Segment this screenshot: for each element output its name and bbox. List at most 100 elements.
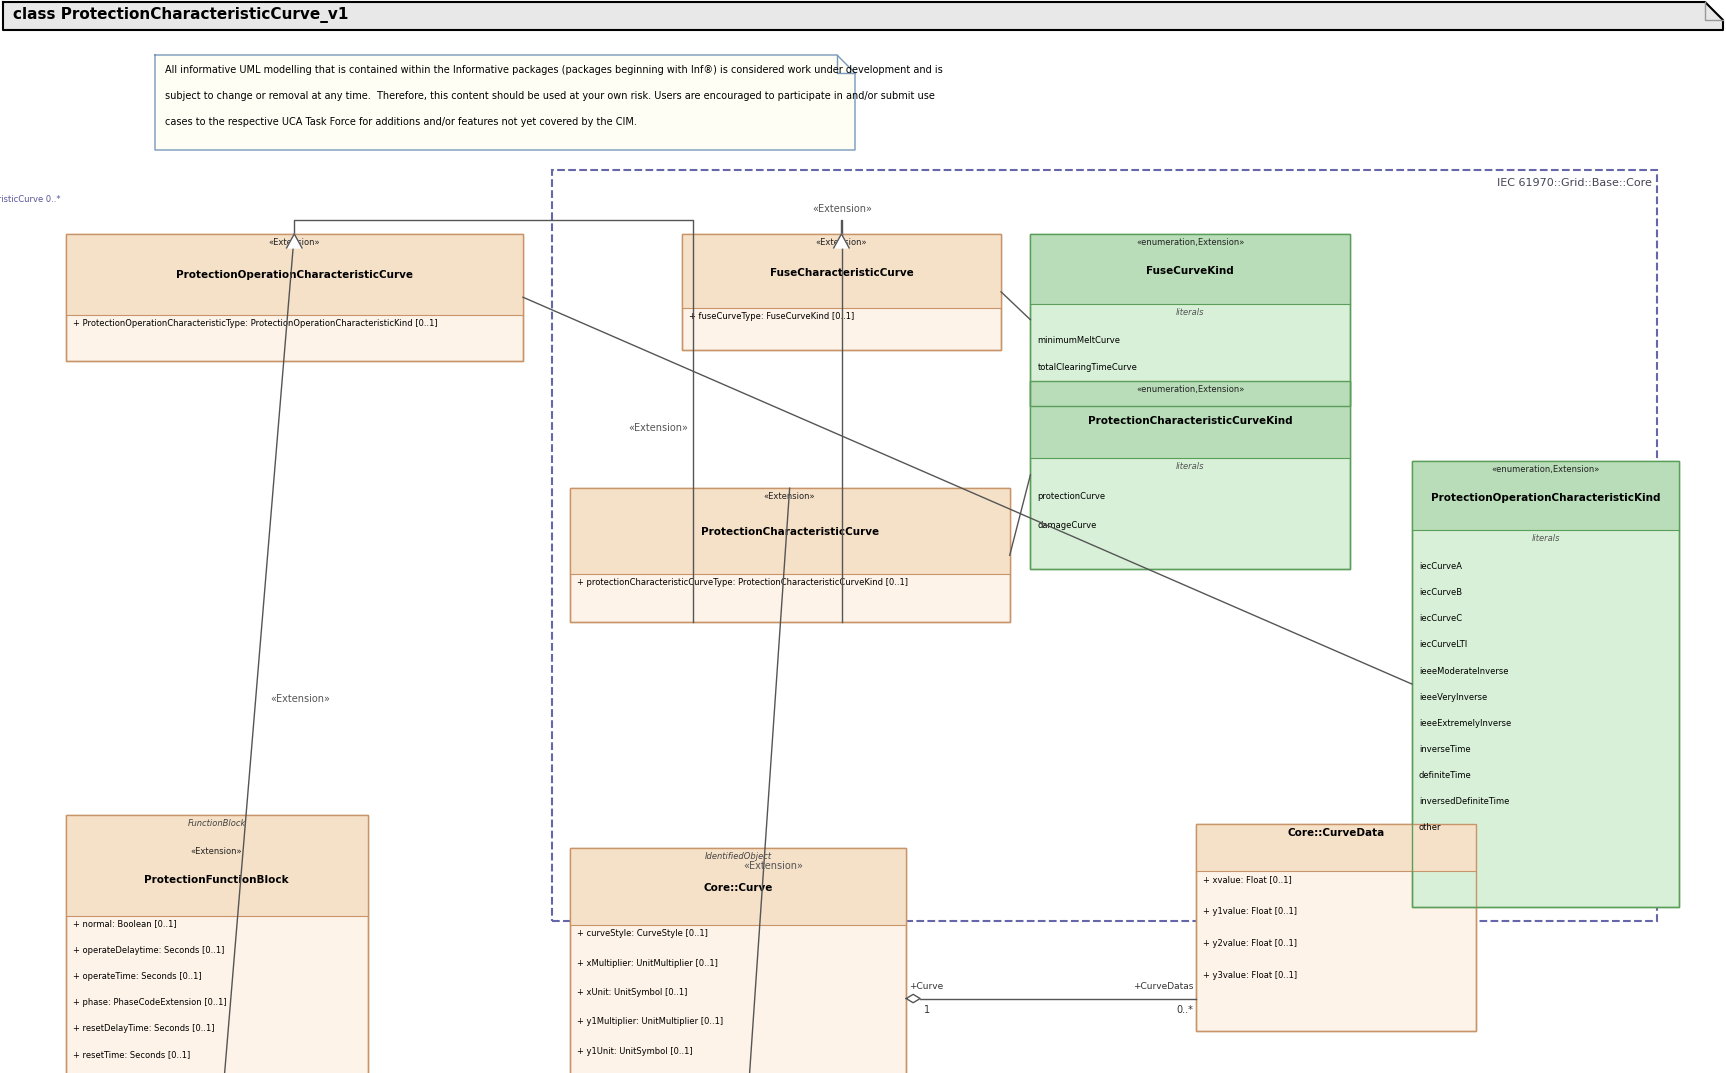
Text: «enumeration,Extension»: «enumeration,Extension» [1136, 385, 1244, 394]
Bar [570, 848, 906, 1073]
Text: + phase: PhaseCodeExtension [0..1]: + phase: PhaseCodeExtension [0..1] [72, 998, 226, 1008]
Bar [66, 234, 523, 361]
Text: Core::CurveData: Core::CurveData [1288, 828, 1384, 838]
Text: FuseCurveKind: FuseCurveKind [1146, 266, 1234, 276]
Bar [1030, 234, 1350, 406]
Polygon shape [834, 234, 849, 248]
Text: subject to change or removal at any time.  Therefore, this content should be use: subject to change or removal at any time… [166, 91, 935, 101]
Bar [1196, 824, 1476, 871]
Text: literals: literals [1175, 461, 1205, 471]
Text: «Extension»: «Extension» [269, 238, 319, 247]
Text: + xUnit: UnitSymbol [0..1]: + xUnit: UnitSymbol [0..1] [576, 988, 687, 997]
Text: +CurveDatas: +CurveDatas [1132, 982, 1193, 990]
Bar [1412, 461, 1679, 907]
Text: ProtectionCharacteristicCurveKind: ProtectionCharacteristicCurveKind [1087, 415, 1293, 426]
Polygon shape [906, 995, 920, 1003]
Text: damageCurve: damageCurve [1037, 521, 1096, 530]
Text: inversedDefiniteTime: inversedDefiniteTime [1419, 797, 1509, 806]
Bar [1412, 461, 1679, 530]
Text: class ProtectionCharacteristicCurve_v1: class ProtectionCharacteristicCurve_v1 [14, 8, 349, 23]
Text: «Extension»: «Extension» [271, 694, 330, 704]
Text: + y3value: Float [0..1]: + y3value: Float [0..1] [1203, 971, 1298, 980]
Text: minimumMeltCurve: minimumMeltCurve [1037, 336, 1120, 346]
Bar [570, 488, 1010, 622]
Text: + resetDelayTime: Seconds [0..1]: + resetDelayTime: Seconds [0..1] [72, 1025, 214, 1033]
Bar [570, 488, 1010, 574]
Text: iecCurveB: iecCurveB [1419, 588, 1462, 598]
Bar [682, 234, 1001, 350]
Polygon shape [3, 2, 1723, 30]
Text: literals: literals [1175, 308, 1205, 318]
Text: other: other [1419, 823, 1441, 833]
Text: iecCurveA: iecCurveA [1419, 562, 1462, 571]
Text: + xMultiplier: UnitMultiplier [0..1]: + xMultiplier: UnitMultiplier [0..1] [576, 958, 718, 968]
Text: literals: literals [1531, 534, 1560, 544]
Bar [1030, 381, 1350, 569]
Polygon shape [287, 234, 302, 248]
Text: ProtectionOperationCharacteristicCurve: ProtectionOperationCharacteristicCurve [176, 270, 413, 280]
Text: «Extension»: «Extension» [765, 493, 815, 501]
Text: + y1Multiplier: UnitMultiplier [0..1]: + y1Multiplier: UnitMultiplier [0..1] [576, 1017, 723, 1027]
Bar [66, 815, 368, 915]
Text: + y2value: Float [0..1]: + y2value: Float [0..1] [1203, 939, 1298, 949]
Text: cases to the respective UCA Task Force for additions and/or features not yet cov: cases to the respective UCA Task Force f… [166, 117, 637, 127]
Text: IEC 61970::Grid::Base::Core: IEC 61970::Grid::Base::Core [1496, 177, 1652, 188]
Bar [682, 234, 1001, 350]
Text: + xvalue: Float [0..1]: + xvalue: Float [0..1] [1203, 876, 1291, 884]
Text: FuseCharacteristicCurve: FuseCharacteristicCurve [770, 267, 913, 278]
Text: protectionCurve: protectionCurve [1037, 493, 1106, 501]
Text: 1: 1 [923, 1004, 930, 1015]
Text: + normal: Boolean [0..1]: + normal: Boolean [0..1] [72, 920, 176, 928]
Bar [1030, 381, 1350, 458]
Text: «Extension»: «Extension» [192, 848, 242, 856]
Text: + resetTime: Seconds [0..1]: + resetTime: Seconds [0..1] [72, 1050, 190, 1059]
Bar [1196, 824, 1476, 1031]
Bar [66, 815, 368, 1073]
Text: iecCurveLTI: iecCurveLTI [1419, 641, 1467, 649]
Bar [66, 234, 523, 315]
Text: «enumeration,Extension»: «enumeration,Extension» [1136, 238, 1244, 247]
Text: + fuseCurveType: FuseCurveKind [0..1]: + fuseCurveType: FuseCurveKind [0..1] [689, 312, 854, 322]
Text: ieeeExtremelyInverse: ieeeExtremelyInverse [1419, 719, 1512, 727]
Text: totalClearingTimeCurve: totalClearingTimeCurve [1037, 363, 1137, 371]
Text: «enumeration,Extension»: «enumeration,Extension» [1491, 466, 1600, 474]
Text: + y1value: Float [0..1]: + y1value: Float [0..1] [1203, 907, 1298, 916]
Text: ProtectionFunctionBlock: ProtectionFunctionBlock [145, 874, 288, 885]
Text: 0..*: 0..* [1175, 1004, 1193, 1015]
Text: + y1Unit: UnitSymbol [0..1]: + y1Unit: UnitSymbol [0..1] [576, 1047, 692, 1056]
Text: «Extension»: «Extension» [628, 423, 689, 433]
Text: iecCurveC: iecCurveC [1419, 615, 1462, 623]
Bar [552, 170, 1657, 921]
Text: «Extension»: «Extension» [816, 238, 866, 247]
Bar [570, 848, 906, 1073]
Text: FunctionBlock: FunctionBlock [188, 820, 245, 828]
Bar [1030, 234, 1350, 304]
Text: + curveStyle: CurveStyle [0..1]: + curveStyle: CurveStyle [0..1] [576, 929, 708, 939]
Text: All informative UML modelling that is contained within the Informative packages : All informative UML modelling that is co… [166, 65, 942, 75]
Text: ieeeModerateInverse: ieeeModerateInverse [1419, 666, 1509, 676]
Text: +Curve: +Curve [910, 982, 944, 990]
Bar [570, 848, 906, 925]
Bar [66, 815, 368, 1073]
Text: ieeeVeryInverse: ieeeVeryInverse [1419, 693, 1488, 702]
Polygon shape [155, 55, 854, 150]
Text: definiteTime: definiteTime [1419, 771, 1472, 780]
Bar [682, 234, 1001, 308]
Text: + ProtectionOperationCharacteristicType: ProtectionOperationCharacteristicKind [: + ProtectionOperationCharacteristicType:… [72, 320, 437, 328]
Text: ProtectionOperationCharacteristicKind: ProtectionOperationCharacteristicKind [1431, 493, 1660, 503]
Text: ProtectionCharacteristicCurve: ProtectionCharacteristicCurve [701, 527, 879, 536]
Bar [1030, 234, 1350, 406]
Text: + operateDelaytime: Seconds [0..1]: + operateDelaytime: Seconds [0..1] [72, 945, 224, 955]
Text: + protectionCharacteristicCurveType: ProtectionCharacteristicCurveKind [0..1]: + protectionCharacteristicCurveType: Pro… [576, 578, 908, 587]
Bar [1030, 381, 1350, 569]
Bar [66, 234, 523, 361]
Bar [570, 488, 1010, 622]
Text: +ProtectionOperationCharacteristicCurve 0..*: +ProtectionOperationCharacteristicCurve … [0, 195, 60, 204]
Text: + operateTime: Seconds [0..1]: + operateTime: Seconds [0..1] [72, 972, 202, 981]
Text: inverseTime: inverseTime [1419, 745, 1471, 754]
Text: «Extension»: «Extension» [742, 862, 803, 871]
Bar [1196, 824, 1476, 1031]
Text: «Extension»: «Extension» [811, 204, 872, 214]
Text: Core::Curve: Core::Curve [702, 883, 773, 893]
Text: IdentifiedObject: IdentifiedObject [704, 852, 772, 861]
